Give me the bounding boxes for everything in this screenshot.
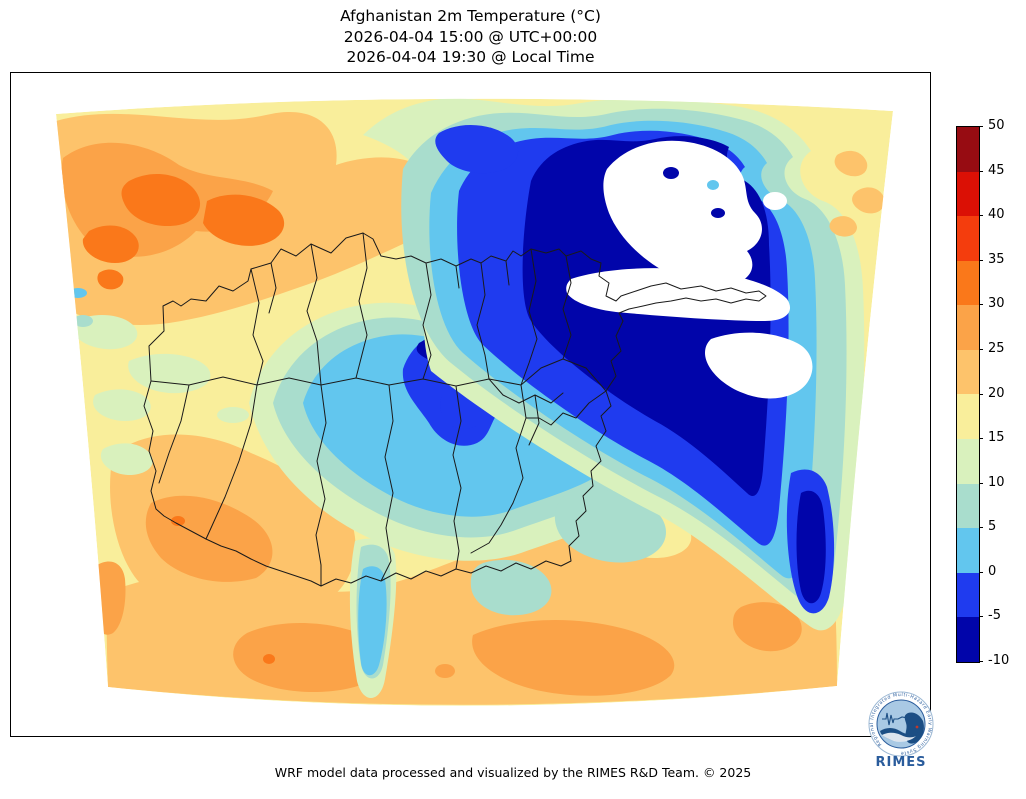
colorbar-tick-label: 20 [988,386,1005,402]
colorbar-band [957,305,979,350]
colorbar-tick [979,483,983,484]
colorbar-bands [957,127,979,662]
southern-warm-region [94,434,838,705]
logo-wave2 [882,732,916,742]
colorbar-tick-label: -5 [988,608,1001,624]
logo-seismograph [882,712,921,726]
rimes-logo-emblem: Regional Integrated Multi-Hazard Early W… [868,691,934,757]
title-block: Afghanistan 2m Temperature (°C) 2026-04-… [10,6,931,68]
colorbar-tick [979,171,983,172]
colorbar-tick [979,527,983,528]
colorbar-tick [979,438,983,439]
colorbar-ticks: 50 45 40 35 30 25 20 15 10 5 0 -5 -10 [979,118,1019,668]
colorbar-band [957,617,979,662]
colorbar-band [957,394,979,440]
colorbar-tick-label: 15 [988,430,1005,446]
map-title: Afghanistan 2m Temperature (°C) [340,7,601,25]
province-boundaries [143,232,767,587]
colorbar-tick [979,661,983,662]
rimes-logo: Regional Integrated Multi-Hazard Early W… [867,691,935,773]
colorbar-tick-label: 5 [988,519,997,535]
colorbar-tick [979,126,983,127]
local-time-subtitle: 2026-04-04 19:30 @ Local Time [346,48,595,66]
colorbar-tick [979,349,983,350]
colorbar-tick-label: -10 [988,653,1010,669]
colorbar-band [957,528,979,573]
colorbar-tick [979,572,983,573]
colorbar-band [957,171,979,217]
colorbar-band [957,127,979,172]
colorbar-tick-label: 25 [988,341,1005,357]
colorbar-band [957,349,979,395]
colorbar-tick-label: 30 [988,296,1005,312]
colorbar-tick [979,260,983,261]
northeast-cold-region [363,98,865,631]
colorbar-band [957,483,979,529]
credit-text: WRF model data processed and visualized … [274,765,752,780]
colorbar [956,126,980,663]
colorbar-band [957,439,979,484]
colorbar-tick [979,616,983,617]
topright-warm-spots [829,150,885,237]
colorbar-tick-label: 40 [988,207,1005,223]
colorbar-tick-label: 0 [988,564,997,580]
colorbar-band [957,572,979,618]
colorbar-tick-label: 45 [988,163,1005,179]
logo-wordmark: RIMES [875,755,927,770]
logo-accent-dot [915,725,919,729]
colorbar-band [957,216,979,261]
colorbar-tick [979,304,983,305]
colorbar-tick [979,215,983,216]
utc-time-subtitle: 2026-04-04 15:00 @ UTC+00:00 [343,27,598,46]
colorbar-tick-label: 35 [988,252,1005,268]
northwest-warm-region [56,111,449,325]
colorbar-tick-label: 50 [988,118,1005,134]
colorbar-tick [979,394,983,395]
map-frame: Regional Integrated Multi-Hazard Early W… [10,72,934,770]
temperature-map [56,98,893,706]
colorbar-band [957,260,979,306]
colorbar-tick-label: 10 [988,475,1005,491]
